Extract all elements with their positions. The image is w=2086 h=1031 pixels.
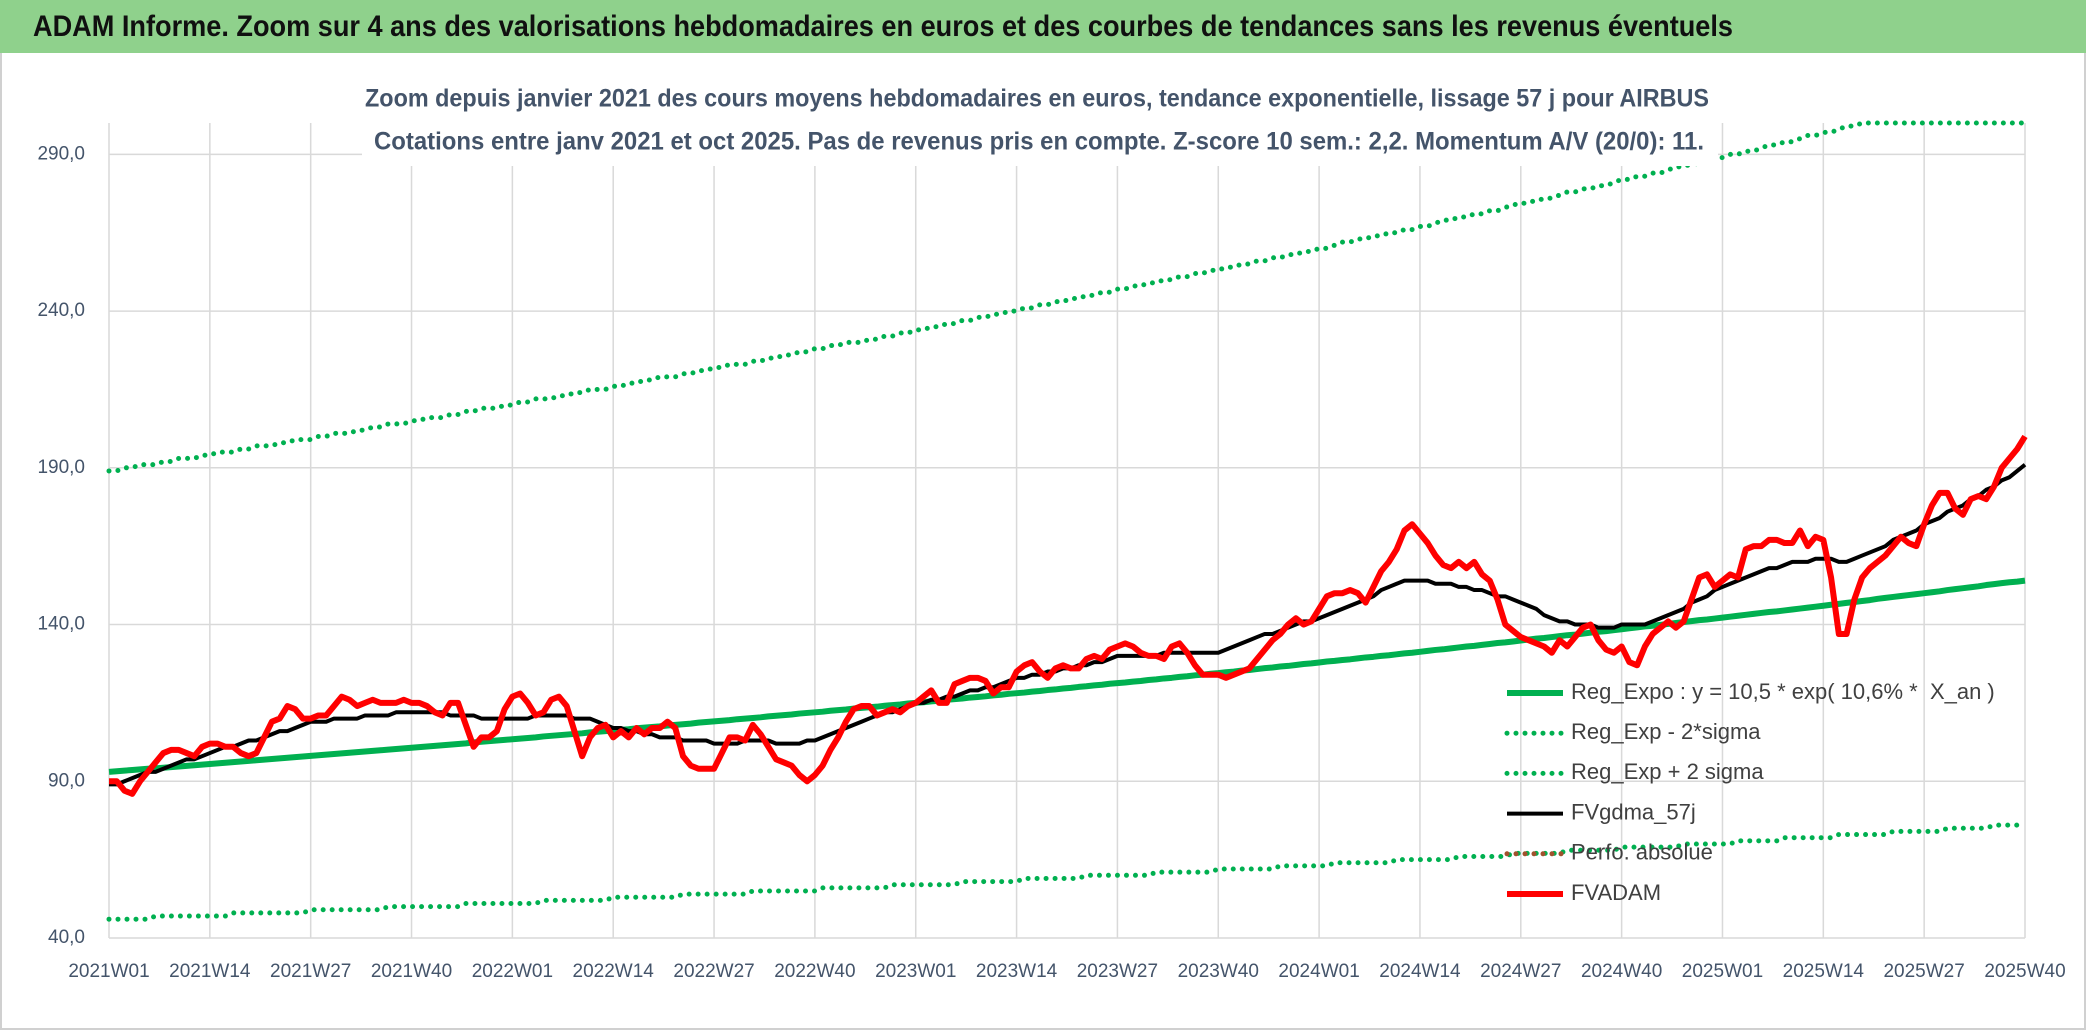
series-line	[106, 822, 2028, 922]
series-line	[109, 434, 2028, 797]
x-tick-label: 2024W40	[1581, 961, 1662, 982]
x-tick-label: 2022W14	[573, 961, 655, 982]
x-tick-label: 2024W01	[1278, 961, 1359, 982]
series-line	[108, 577, 2026, 775]
x-tick-label: 2022W27	[673, 961, 754, 982]
plot-area: 40,0 90,0 140,0 190,0 240,0 290,0 2021W01 2021W…	[37, 120, 2066, 982]
x-tick-label: 2021W27	[270, 961, 351, 982]
x-tick-label: 2024W27	[1480, 961, 1561, 982]
legend-label: Perfo. absolue	[1571, 840, 1713, 865]
x-tick-label: 2023W27	[1077, 961, 1158, 982]
y-tick-label: 190,0	[37, 457, 85, 478]
x-tick-label: 2025W14	[1783, 961, 1865, 982]
y-tick-label: 90,0	[48, 770, 85, 791]
x-tick-label: 2022W40	[774, 961, 855, 982]
x-tick-label: 2022W01	[472, 961, 553, 982]
y-tick-label: 140,0	[37, 614, 85, 635]
x-tick-label: 2023W40	[1178, 961, 1259, 982]
x-tick-label: 2021W40	[371, 961, 452, 982]
x-tick-label: 2025W27	[1883, 961, 1964, 982]
x-tick-label: 2025W01	[1682, 961, 1763, 982]
legend-label: FVgdma_57j	[1571, 799, 1696, 824]
chart-subtitle: Cotations entre janv 2021 et oct 2025. P…	[374, 128, 1704, 156]
legend-label: Reg_Exp + 2 sigma	[1571, 759, 1764, 784]
x-tick-label: 2021W01	[68, 961, 149, 982]
y-tick-label: 40,0	[48, 927, 85, 948]
legend-label: Reg_Expo : y = 10,5 * exp( 10,6% * X_an …	[1571, 679, 1995, 704]
x-tick-label: 2025W40	[1984, 961, 2065, 982]
x-tick-label: 2023W01	[875, 961, 956, 982]
x-tick-label: 2024W14	[1379, 961, 1461, 982]
chart-title: Zoom depuis janvier 2021 des cours moyen…	[365, 85, 1709, 113]
header-title: ADAM Informe. Zoom sur 4 ans des valoris…	[33, 10, 1733, 43]
title-background	[362, 80, 1718, 166]
x-tick-label: 2021W14	[169, 961, 251, 982]
header-bar	[0, 0, 2086, 53]
legend-label: FVADAM	[1571, 880, 1661, 905]
x-tick-label: 2023W14	[976, 961, 1058, 982]
legend: Reg_Expo : y = 10,5 * exp( 10,6% * X_an …	[1504, 679, 1995, 905]
y-tick-label: 240,0	[37, 300, 85, 321]
y-tick-label: 290,0	[37, 143, 85, 164]
legend-label: Reg_Exp - 2*sigma	[1571, 719, 1761, 744]
